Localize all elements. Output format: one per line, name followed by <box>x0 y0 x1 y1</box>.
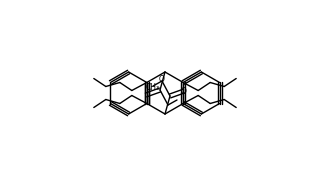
Text: CH₃: CH₃ <box>146 83 160 92</box>
Text: O: O <box>159 75 165 83</box>
Text: O: O <box>181 87 187 96</box>
